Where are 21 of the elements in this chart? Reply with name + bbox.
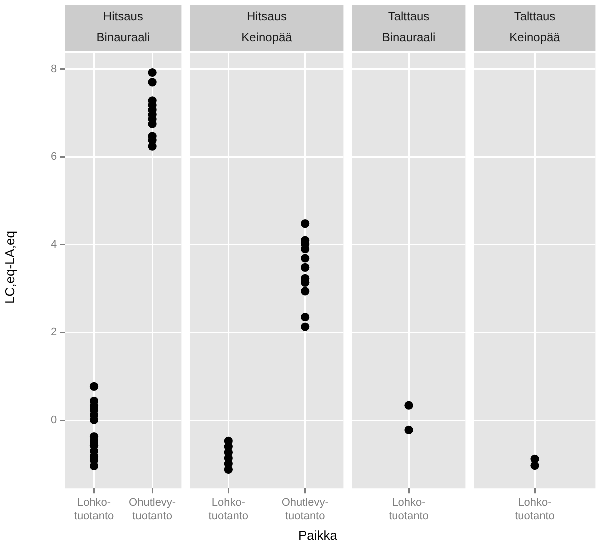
y-tick-label: 8: [50, 63, 58, 76]
chart-subtitle: Binauraali: [96, 30, 150, 44]
x-tick-label: Lohko-tuotanto: [389, 497, 429, 522]
chart-subtitle: Keinopää: [242, 30, 293, 44]
chart-title: Talttaus: [514, 9, 556, 24]
y-axis-title: LC,eq-LA,eq: [2, 230, 18, 306]
chart-subtitle: Keinopää: [510, 30, 561, 44]
chart-subtitle: Binauraali: [382, 30, 436, 44]
x-tick-label: Lohko-tuotanto: [515, 497, 555, 522]
y-tick-label: 2: [50, 326, 58, 339]
x-tick-label: Ohutlevy-tuotanto: [282, 497, 330, 522]
x-tick-label: Lohko-tuotanto: [74, 497, 114, 522]
y-tick-label: 6: [50, 151, 58, 164]
chart-title: Hitsaus: [246, 9, 288, 24]
y-tick-label: 4: [50, 238, 58, 251]
y-tick-label: 0: [50, 414, 58, 427]
x-tick-label: Lohko-tuotanto: [208, 497, 249, 522]
chart-title: Hitsaus: [103, 9, 144, 24]
x-axis-title: Paikka: [297, 528, 339, 543]
x-tick-label: Ohutlevy-tuotanto: [129, 497, 176, 522]
chart-title: Talttaus: [388, 9, 430, 24]
